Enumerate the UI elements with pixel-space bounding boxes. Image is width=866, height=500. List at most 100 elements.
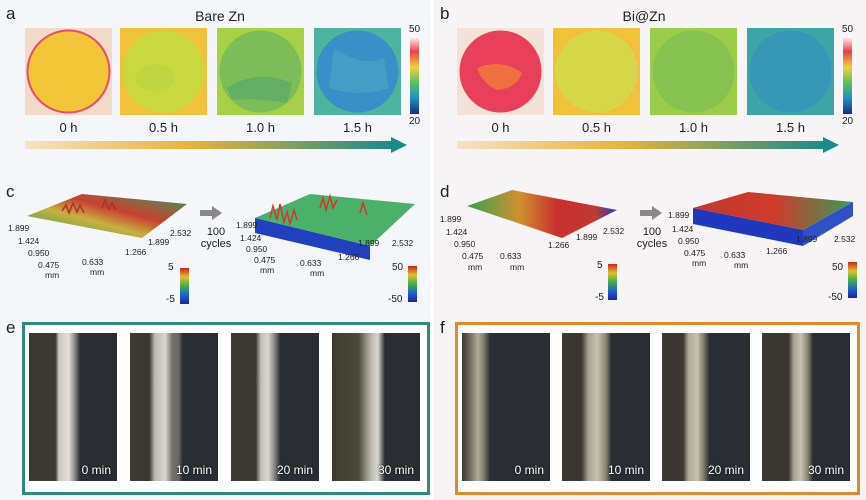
time-arrow-a [25,137,407,153]
colorbar-c2-max: 50 [392,262,404,273]
axis-d-r-8: 1.899 [796,234,818,244]
photo-f-1: 10 min [562,333,650,481]
photo-e-2: 20 min [231,333,319,481]
axis-d-r-3: 0.475 [684,248,706,258]
time-b-2: 1.0 h [679,120,708,135]
photo-f-1-time: 10 min [607,463,644,477]
axis-d-r-2: 0.950 [678,236,700,246]
axis-c-r-1: 1.424 [240,233,262,243]
time-b-0: 0 h [491,120,510,135]
colorbar-a-min: 20 [409,116,421,127]
photo-e-2-time: 20 min [276,463,313,477]
axis-c-r-7: 1.266 [338,252,360,262]
photo-e-1: 10 min [130,333,218,481]
time-arrow-b [457,137,839,153]
colorbar-d2-min: -50 [828,292,843,303]
process-arrow-d [640,206,662,220]
axis-c-l-0: 1.899 [8,223,30,233]
colorbar-d1-max: 5 [597,260,603,271]
axis-d-l-6: mm [510,262,525,272]
disc-b-10h [650,28,737,115]
axis-c-l-4: mm [45,270,60,280]
axis-d-r-4: mm [692,258,707,268]
disc-a-05h [120,28,207,115]
axis-d-r-1: 1.424 [672,224,694,234]
photo-e-0: 0 min [29,333,117,481]
axis-c-r-5: 0.633 [300,258,322,268]
colorbar-d1 [608,264,617,300]
photo-f-2: 20 min [662,333,750,481]
time-a-0: 0 h [59,120,78,135]
axis-c-r-6: mm [310,268,325,278]
axis-c-r-4: mm [260,265,275,275]
colorbar-b-max: 50 [842,24,854,35]
surface-plot-d-before [467,190,617,238]
axis-c-r-3: 0.475 [254,255,276,265]
colorbar-d1-min: -5 [595,292,604,303]
axis-c-r-2: 0.950 [246,244,268,254]
axis-c-l-6: mm [90,267,105,277]
panel-label-e: e [6,318,16,337]
photo-e-3-time: 30 min [377,463,414,477]
axis-c-l-5: 0.633 [82,257,104,267]
axis-d-r-9: 2.532 [834,234,856,244]
colorbar-a [410,36,419,114]
colorbar-d2 [848,262,857,298]
colorbar-b [843,36,852,114]
colorbar-b-min: 20 [842,116,854,127]
axis-d-r-7: 1.266 [766,246,788,256]
panel-title-b: Bi@Zn [622,8,666,24]
cycles-d-num: 100 [642,226,662,238]
axis-d-l-3: 0.475 [462,251,484,261]
photo-f-0: 0 min [462,333,550,481]
disc-a-15h [314,28,401,115]
colorbar-c2 [408,266,417,302]
axis-d-l-5: 0.633 [500,251,522,261]
photo-f-3-time: 30 min [807,463,844,477]
photo-frame-f: 0 min 10 min 20 min 30 min [455,322,860,495]
disc-b-0h [457,28,544,115]
surface-plot-c-after [255,193,415,260]
surface-plot-c-before [27,194,187,238]
disc-a-10h [217,28,304,115]
axis-c-r-0: 1.899 [236,220,258,230]
cycles-c-word: cycles [200,238,232,250]
axis-d-l-1: 1.424 [446,227,468,237]
time-a-3: 1.5 h [343,120,372,135]
colorbar-c1 [180,268,189,304]
time-b-1: 0.5 h [582,120,611,135]
axis-d-l-2: 0.950 [454,239,476,249]
panel-label-c: c [6,182,15,201]
panel-label-b: b [440,4,450,23]
axis-d-l-7: 1.266 [548,240,570,250]
disc-a-0h [25,28,112,115]
axis-c-r-8: 1.899 [358,238,380,248]
cycles-d-word: cycles [636,238,668,250]
photo-frame-e: 0 min 10 min 20 min 30 min [22,322,430,495]
colorbar-a-max: 50 [409,24,421,35]
photo-f-0-time: 0 min [514,463,544,477]
time-b-3: 1.5 h [776,120,805,135]
colorbar-c1-min: -5 [166,294,175,305]
axis-d-l-8: 1.899 [576,232,598,242]
cycles-c: 100 cycles [196,226,236,250]
panel-label-a: a [6,4,16,23]
photo-f-2-time: 20 min [707,463,744,477]
panel-title-a: Bare Zn [195,8,245,24]
time-a-2: 1.0 h [246,120,275,135]
axis-d-r-0: 1.899 [668,210,690,220]
surface-plot-d-after [693,192,853,246]
axis-c-r-9: 2.532 [392,238,414,248]
photo-e-0-time: 0 min [81,463,111,477]
disc-b-15h [747,28,834,115]
axis-c-l-7: 1.266 [125,247,147,257]
axis-d-r-6: mm [734,260,749,270]
axis-d-l-9: 2.532 [603,226,625,236]
axis-c-l-8: 1.899 [148,237,170,247]
disc-b-05h [553,28,640,115]
axis-d-l-4: mm [468,262,483,272]
axis-c-l-9: 2.532 [170,228,192,238]
colorbar-d2-max: 50 [832,262,844,273]
process-arrow-c [200,206,222,220]
cycles-c-num: 100 [206,226,226,238]
